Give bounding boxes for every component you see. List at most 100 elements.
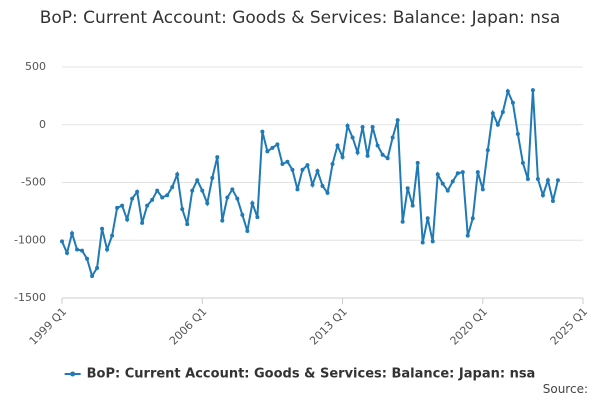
point <box>200 188 205 193</box>
y-tick-label: 0 <box>39 118 46 131</box>
point <box>130 196 135 201</box>
point <box>260 129 265 134</box>
point <box>150 197 155 202</box>
point <box>220 218 225 223</box>
point <box>155 188 160 193</box>
point <box>185 222 190 227</box>
point <box>295 187 300 192</box>
point <box>90 274 95 279</box>
point <box>380 152 385 157</box>
point <box>95 265 100 270</box>
point <box>250 201 255 206</box>
legend-label: BoP: Current Account: Goods & Services: … <box>87 367 536 382</box>
point <box>420 240 425 245</box>
point <box>115 205 120 210</box>
point <box>245 229 250 234</box>
point <box>435 172 440 177</box>
point <box>390 135 395 140</box>
point <box>105 247 110 252</box>
source: Source: <box>542 382 588 396</box>
point <box>375 143 380 148</box>
point <box>465 233 470 238</box>
point <box>65 250 70 255</box>
legend-marker <box>70 371 76 377</box>
point <box>315 168 320 173</box>
point <box>430 239 435 244</box>
point <box>400 219 405 224</box>
point <box>320 183 325 188</box>
y-tick-label: -500 <box>21 176 46 189</box>
y-tick-label: -1000 <box>14 233 46 246</box>
point <box>135 189 140 194</box>
point <box>240 212 245 217</box>
point <box>310 182 315 187</box>
point <box>70 231 75 236</box>
point <box>85 256 90 261</box>
x-tick-label: 1999 Q1 <box>27 305 70 348</box>
point <box>405 186 410 191</box>
point <box>165 193 170 198</box>
point <box>230 187 235 192</box>
point <box>505 89 510 94</box>
point <box>385 156 390 161</box>
point <box>485 148 490 153</box>
point <box>205 201 210 206</box>
point <box>225 195 230 200</box>
point <box>545 178 550 183</box>
point <box>550 198 555 203</box>
y-tick-label: -1500 <box>14 291 46 304</box>
point <box>215 155 220 160</box>
point <box>520 160 525 165</box>
point <box>110 233 115 238</box>
point <box>190 188 195 193</box>
line <box>61 88 559 279</box>
point <box>305 163 310 168</box>
point <box>80 248 85 253</box>
point <box>425 216 430 221</box>
point <box>490 111 495 116</box>
chart-title: BoP: Current Account: Goods & Services: … <box>39 8 561 28</box>
point <box>330 162 335 167</box>
point <box>195 178 200 183</box>
point <box>300 167 305 172</box>
point <box>460 170 465 175</box>
point <box>160 195 165 200</box>
point <box>525 177 530 182</box>
point <box>210 175 215 180</box>
point <box>120 203 125 208</box>
point <box>285 159 290 164</box>
point <box>510 100 515 105</box>
point <box>325 190 330 195</box>
point <box>290 167 295 172</box>
point <box>350 135 355 140</box>
point <box>125 217 130 222</box>
point <box>410 203 415 208</box>
x-tick-label: 2020 Q1 <box>448 305 491 348</box>
point <box>275 142 280 147</box>
point <box>540 193 545 198</box>
point <box>335 143 340 148</box>
point <box>415 160 420 165</box>
point <box>365 153 370 158</box>
point <box>265 149 270 154</box>
point <box>345 123 350 128</box>
point <box>255 215 260 220</box>
point <box>145 203 150 208</box>
point <box>370 125 375 130</box>
point <box>515 131 520 136</box>
point <box>140 220 145 225</box>
point <box>175 172 180 177</box>
x-tick-label: 2013 Q1 <box>307 305 350 348</box>
point <box>555 178 560 183</box>
point <box>470 216 475 221</box>
point <box>395 118 400 123</box>
point <box>440 181 445 186</box>
x-tick-label: 2025 Q1 <box>548 305 591 348</box>
point <box>75 247 80 252</box>
point <box>355 150 360 155</box>
point <box>180 207 185 212</box>
point <box>445 188 450 193</box>
point <box>480 187 485 192</box>
